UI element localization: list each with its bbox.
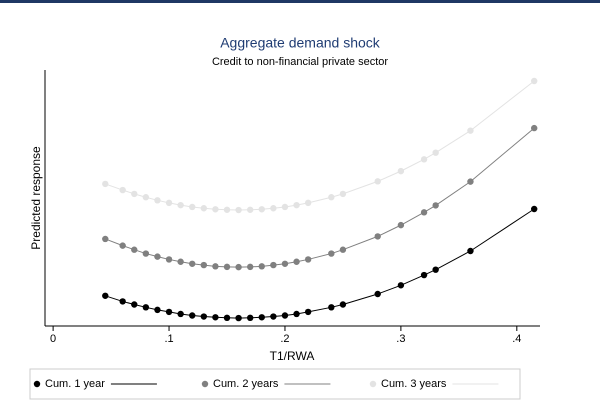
point: [304, 199, 312, 207]
point: [223, 263, 231, 271]
point: [165, 256, 173, 263]
point: [258, 263, 265, 270]
series-line: [105, 80, 535, 211]
legend-marker: [369, 380, 377, 388]
x-tick-label: .4: [512, 333, 521, 345]
legend-label: Cum. 3 years: [381, 378, 447, 390]
point: [165, 308, 173, 316]
x-tick-label: .2: [280, 333, 289, 345]
point: [467, 127, 474, 134]
legend-marker: [201, 380, 209, 388]
point: [142, 250, 150, 257]
point: [531, 205, 538, 213]
point: [432, 202, 439, 209]
legend-label: Cum. 2 years: [213, 378, 279, 390]
point: [235, 263, 242, 271]
point: [223, 314, 231, 322]
point: [258, 314, 265, 321]
point: [200, 205, 208, 212]
point: [281, 312, 289, 319]
point: [235, 314, 242, 322]
point: [119, 298, 126, 305]
point: [420, 271, 428, 279]
point: [212, 263, 219, 270]
point: [246, 263, 254, 271]
point: [420, 209, 428, 216]
point: [293, 310, 300, 318]
point: [374, 178, 381, 185]
point: [397, 167, 405, 175]
point: [270, 313, 277, 320]
point: [304, 308, 312, 316]
point: [165, 199, 173, 207]
point: [293, 258, 300, 265]
point: [142, 304, 150, 311]
point: [131, 190, 138, 198]
point: [131, 246, 138, 253]
point: [467, 247, 474, 255]
point: [154, 197, 161, 204]
point: [177, 258, 184, 265]
point: [328, 304, 335, 311]
point: [374, 290, 381, 298]
header-bar: [0, 0, 600, 3]
point: [339, 246, 347, 253]
point: [131, 301, 138, 308]
series-line: [105, 208, 535, 319]
point: [374, 233, 381, 240]
point: [189, 260, 196, 267]
point: [189, 312, 196, 319]
y-axis-label: Predicted response: [29, 146, 43, 250]
point: [270, 261, 277, 269]
chart-subtitle: Credit to non-financial private sector: [212, 56, 388, 68]
point: [200, 313, 208, 320]
point: [200, 261, 208, 269]
point: [177, 201, 184, 209]
point: [246, 206, 254, 213]
x-tick-label: .1: [164, 333, 173, 345]
point: [270, 205, 277, 212]
point: [102, 180, 109, 188]
point: [212, 314, 219, 321]
series-line: [105, 127, 535, 268]
point: [420, 156, 428, 163]
point: [119, 186, 126, 194]
point: [432, 266, 439, 273]
point: [531, 77, 538, 85]
point: [281, 203, 289, 211]
point: [531, 124, 538, 132]
point: [339, 190, 347, 198]
point: [246, 314, 254, 322]
point: [467, 178, 474, 185]
point: [397, 221, 405, 229]
point: [432, 149, 439, 156]
x-tick-label: 0: [50, 333, 56, 345]
point: [258, 206, 265, 213]
point: [235, 206, 242, 214]
point: [397, 282, 405, 289]
point: [328, 194, 335, 201]
point: [223, 206, 231, 213]
chart-title: Aggregate demand shock: [220, 35, 381, 51]
point: [328, 250, 335, 257]
point: [102, 235, 109, 243]
x-axis-label: T1/RWA: [270, 349, 315, 363]
point: [281, 260, 289, 267]
point: [154, 253, 161, 260]
point: [212, 206, 219, 213]
point: [339, 301, 347, 308]
point: [304, 256, 312, 263]
legend-box: [29, 368, 521, 400]
x-tick-label: .3: [396, 333, 405, 345]
point: [142, 194, 150, 201]
point: [119, 242, 126, 249]
point: [154, 306, 161, 314]
point: [189, 203, 196, 211]
legend-marker: [33, 380, 41, 388]
legend-label: Cum. 1 year: [45, 378, 105, 390]
point: [177, 310, 184, 318]
point: [102, 292, 109, 299]
point: [293, 201, 300, 209]
